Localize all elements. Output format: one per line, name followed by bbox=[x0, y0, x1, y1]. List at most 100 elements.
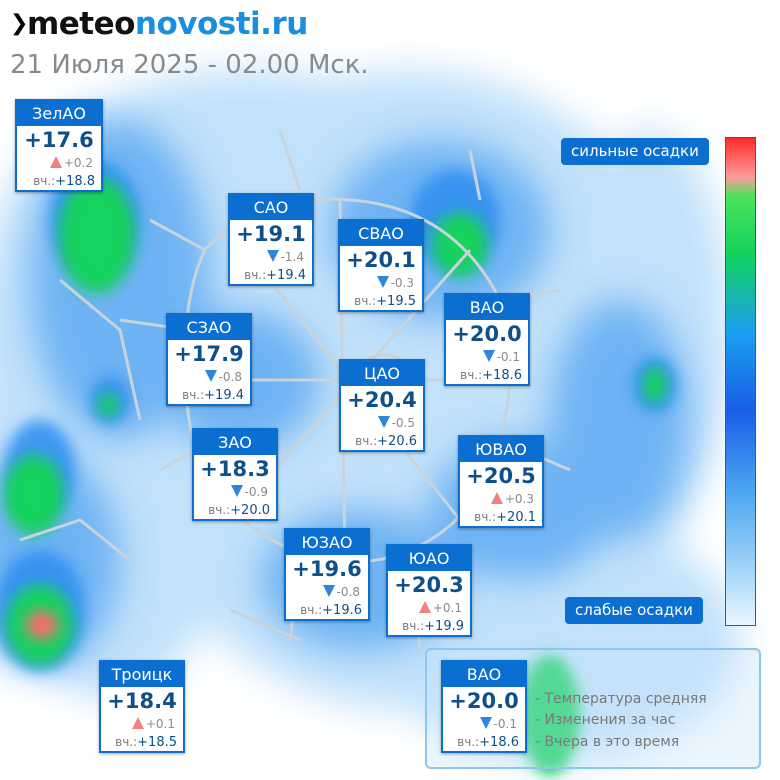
hourly-change: -0.5 bbox=[341, 415, 423, 432]
district-card-yuzao: ЮЗАО +19.6 -0.8 вч.:+19.6 bbox=[284, 528, 370, 621]
yesterday-row: вч.:+19.4 bbox=[230, 266, 312, 284]
district-card-szao: СЗАО +17.9 -0.8 вч.:+19.4 bbox=[166, 313, 252, 406]
temperature-value: +19.1 bbox=[236, 222, 306, 246]
hourly-change: +0.1 bbox=[388, 600, 470, 617]
district-name: ВАО bbox=[443, 662, 525, 687]
temperature-value: +18.4 bbox=[107, 689, 177, 713]
temperature-value: +19.6 bbox=[292, 557, 362, 581]
triangle-down-icon bbox=[376, 276, 389, 288]
brand-logo[interactable]: ❯meteonovosti.ru bbox=[10, 6, 308, 42]
temperature-value: +20.4 bbox=[347, 388, 417, 412]
district-name: ЮЗАО bbox=[286, 530, 368, 555]
yesterday-label: вч.: bbox=[402, 619, 425, 633]
triangle-down-icon bbox=[266, 250, 279, 262]
temperature-value: +20.0 bbox=[452, 322, 522, 346]
district-card-svao: СВАО +20.1 -0.3 вч.:+19.5 bbox=[338, 219, 424, 312]
temperature-value: +20.0 bbox=[449, 689, 519, 713]
chevron-right-icon: ❯ bbox=[10, 11, 28, 36]
yesterday-label: вч.: bbox=[115, 735, 138, 749]
yesterday-label: вч.: bbox=[457, 735, 480, 749]
yesterday-value: +20.1 bbox=[496, 510, 536, 525]
yesterday-label: вч.: bbox=[300, 603, 323, 617]
district-card-sao: САО +19.1 -1.4 вч.:+19.4 bbox=[228, 193, 314, 286]
yesterday-label: вч.: bbox=[355, 434, 378, 448]
temperature-value: +18.3 bbox=[200, 457, 270, 481]
yesterday-label: вч.: bbox=[244, 268, 267, 282]
district-card-vao: ВАО +20.0 -0.1 вч.:+18.6 bbox=[444, 293, 530, 386]
hourly-change: -0.3 bbox=[340, 275, 422, 292]
extreme-precipitation-area bbox=[26, 611, 58, 639]
change-value: -1.4 bbox=[280, 250, 304, 264]
scale-label-light: слабые осадки bbox=[565, 597, 703, 624]
yesterday-value: +19.6 bbox=[322, 603, 362, 618]
yesterday-label: вч.: bbox=[33, 174, 56, 188]
triangle-up-icon bbox=[490, 492, 503, 504]
yesterday-value: +20.6 bbox=[377, 434, 417, 449]
district-name: Троицк bbox=[101, 662, 183, 687]
district-name: ЗАО bbox=[194, 430, 276, 455]
yesterday-label: вч.: bbox=[182, 388, 205, 402]
change-value: -0.3 bbox=[390, 276, 414, 290]
temperature-value: +20.1 bbox=[346, 248, 416, 272]
change-value: +0.3 bbox=[504, 492, 534, 506]
yesterday-value: +18.5 bbox=[137, 735, 177, 750]
yesterday-row: вч.:+19.9 bbox=[388, 617, 470, 635]
yesterday-value: +20.0 bbox=[230, 503, 270, 518]
heavy-precipitation-area bbox=[4, 177, 667, 775]
hourly-change: +0.3 bbox=[460, 491, 542, 508]
district-name: ЦАО bbox=[341, 361, 423, 386]
yesterday-value: +18.6 bbox=[479, 735, 519, 750]
yesterday-row: вч.:+20.0 bbox=[194, 501, 276, 519]
district-name: СЗАО bbox=[168, 315, 250, 340]
triangle-down-icon bbox=[377, 416, 390, 428]
temperature-value: +20.3 bbox=[394, 573, 464, 597]
district-name: ЮВАО bbox=[460, 437, 542, 462]
legend-sample-card: ВАО +20.0 -0.1 вч.:+18.6 bbox=[441, 660, 527, 753]
yesterday-label: вч.: bbox=[474, 510, 497, 524]
yesterday-value: +18.6 bbox=[482, 368, 522, 383]
district-card-yuvao: ЮВАО +20.5 +0.3 вч.:+20.1 bbox=[458, 435, 544, 528]
precipitation-scale-bar bbox=[725, 137, 756, 626]
change-value: -0.9 bbox=[244, 485, 268, 499]
district-card-tsao: ЦАО +20.4 -0.5 вч.:+20.6 bbox=[339, 359, 425, 452]
hourly-change: -0.8 bbox=[168, 369, 250, 386]
yesterday-value: +18.8 bbox=[55, 174, 95, 189]
scale-label-heavy: сильные осадки bbox=[561, 138, 709, 165]
yesterday-value: +19.9 bbox=[424, 619, 464, 634]
change-value: -0.1 bbox=[493, 717, 517, 731]
triangle-up-icon bbox=[418, 601, 431, 613]
yesterday-label: вч.: bbox=[208, 503, 231, 517]
temperature-value: +17.6 bbox=[24, 128, 94, 152]
brand-name-part1: meteo bbox=[26, 6, 135, 42]
hourly-change: -0.1 bbox=[446, 349, 528, 366]
district-card-zelao: ЗелАО +17.6 +0.2 вч.:+18.8 bbox=[15, 99, 103, 192]
hourly-change: +0.1 bbox=[101, 716, 183, 733]
yesterday-row: вч.:+18.6 bbox=[446, 366, 528, 384]
change-value: +0.1 bbox=[145, 717, 175, 731]
change-value: +0.1 bbox=[432, 601, 462, 615]
yesterday-label: вч.: bbox=[354, 294, 377, 308]
district-name: ВАО bbox=[446, 295, 528, 320]
change-value: -0.5 bbox=[391, 416, 415, 430]
hourly-change: -0.8 bbox=[286, 584, 368, 601]
triangle-down-icon bbox=[230, 485, 243, 497]
yesterday-row: вч.:+20.6 bbox=[341, 432, 423, 450]
district-card-zao: ЗАО +18.3 -0.9 вч.:+20.0 bbox=[192, 428, 278, 521]
triangle-down-icon bbox=[204, 370, 217, 382]
temperature-value: +17.9 bbox=[174, 342, 244, 366]
change-value: +0.2 bbox=[63, 156, 93, 170]
district-name: ЮАО bbox=[388, 546, 470, 571]
yesterday-value: +19.5 bbox=[376, 294, 416, 309]
triangle-down-icon bbox=[479, 717, 492, 729]
yesterday-row: вч.:+18.8 bbox=[17, 172, 101, 190]
triangle-down-icon bbox=[482, 350, 495, 362]
district-name: СВАО bbox=[340, 221, 422, 246]
brand-name-part2: novosti.ru bbox=[134, 6, 308, 42]
yesterday-row: вч.:+18.5 bbox=[101, 733, 183, 751]
date-time-subtitle: 21 Июля 2025 - 02.00 Мск. bbox=[10, 50, 369, 80]
legend-line-temperature: - Температура средняя bbox=[535, 691, 707, 707]
change-value: -0.1 bbox=[496, 350, 520, 364]
yesterday-row: вч.:+18.6 bbox=[443, 733, 525, 751]
district-card-yuao: ЮАО +20.3 +0.1 вч.:+19.9 bbox=[386, 544, 472, 637]
yesterday-value: +19.4 bbox=[204, 388, 244, 403]
